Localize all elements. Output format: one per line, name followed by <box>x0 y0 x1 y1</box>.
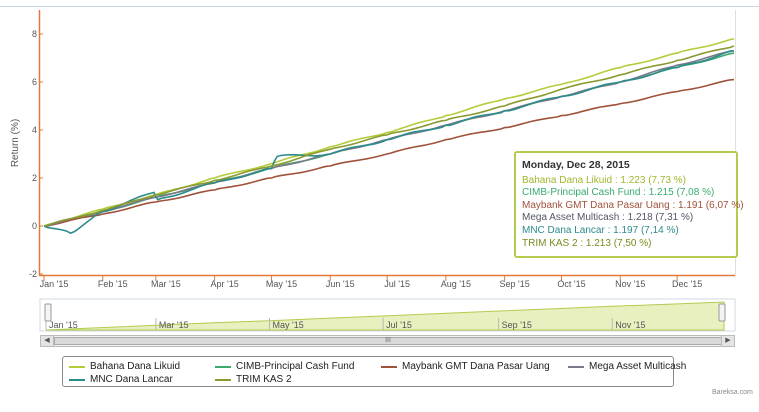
series-line-trim-kas-2[interactable] <box>43 45 735 227</box>
legend-swatch <box>69 365 85 368</box>
x-tick-label: Aug '15 <box>441 279 471 289</box>
legend-label: TRIM KAS 2 <box>236 374 292 385</box>
navigator-tick-label: Jan '15 <box>49 320 78 330</box>
tooltip-row-mega: Mega Asset Multicash : 1.218 (7,31 %) <box>522 212 694 224</box>
legend-label: Maybank GMT Dana Pasar Uang <box>402 361 550 372</box>
x-tick-label: Oct '15 <box>557 279 585 289</box>
navigator-area <box>45 301 725 331</box>
y-tick-label: 4 <box>32 125 37 135</box>
x-tick-label: Sep '15 <box>500 279 530 289</box>
legend-label: Mega Asset Multicash <box>589 361 687 372</box>
legend-item-trim[interactable]: TRIM KAS 2 <box>215 374 292 385</box>
x-tick-label: Mar '15 <box>151 279 181 289</box>
legend-item-cimb[interactable]: CIMB-Principal Cash Fund <box>215 361 354 372</box>
scrollbar[interactable]: ◀ III ▶ <box>40 335 735 347</box>
tooltip-row-maybank: Maybank GMT Dana Pasar Uang : 1.191 (6,0… <box>522 199 744 211</box>
navigator-tick-label: Sep '15 <box>502 320 532 330</box>
legend-swatch <box>215 365 231 368</box>
data-tooltip: Monday, Dec 28, 2015 Bahana Dana Likuid … <box>514 151 744 258</box>
x-tick-label: Nov '15 <box>615 279 645 289</box>
x-tick-label: Apr '15 <box>210 279 238 289</box>
legend-label: CIMB-Principal Cash Fund <box>236 361 355 372</box>
y-tick-label: 6 <box>32 77 37 87</box>
y-axis-ticks: -2 0 2 4 6 8 <box>29 29 43 279</box>
scroll-right-arrow-icon[interactable]: ▶ <box>721 336 734 346</box>
navigator[interactable]: Jan '15 Mar '15 May '15 Jul '15 Sep '15 Nov '… <box>39 298 736 332</box>
y-tick-label: 8 <box>32 29 37 39</box>
legend-item-mega[interactable]: Mega Asset Multicash <box>568 361 686 372</box>
x-tick-label: Feb '15 <box>98 279 128 289</box>
tooltip-date: Monday, Dec 28, 2015 <box>522 159 630 171</box>
navigator-tick-label: Jul '15 <box>386 320 412 330</box>
navigator-tick-label: Nov '15 <box>615 320 645 330</box>
x-tick-label: May '15 <box>266 279 297 289</box>
y-axis-label: Return (%) <box>10 119 21 167</box>
tooltip-row-cimb: CIMB-Principal Cash Fund : 1.215 (7,08 %… <box>522 187 715 199</box>
series-line-mnc-dana-lancar[interactable] <box>43 50 735 235</box>
tooltip-row-bahana: Bahana Dana Likuid : 1.223 (7,73 %) <box>522 174 686 186</box>
legend-swatch <box>568 365 584 368</box>
chart-legend: Bahana Dana Likuid CIMB-Principal Cash F… <box>62 356 686 387</box>
legend-item-maybank[interactable]: Maybank GMT Dana Pasar Uang <box>381 361 550 372</box>
navigator-tick-label: Mar '15 <box>159 320 189 330</box>
legend-label: Bahana Dana Likuid <box>90 361 181 372</box>
series-line-maybank-gmt-dana-pasar-uang[interactable] <box>43 78 735 227</box>
x-tick-label: Dec '15 <box>672 279 702 289</box>
x-axis-ticks: Jan '15 Feb '15 Mar '15 Apr '15 May '15 Jun '… <box>40 275 702 289</box>
legend-item-bahana[interactable]: Bahana Dana Likuid <box>69 361 180 372</box>
series-lines <box>43 38 735 235</box>
legend-swatch <box>381 365 397 368</box>
navigator-left-handle[interactable] <box>44 303 52 322</box>
y-tick-label: -2 <box>29 269 37 279</box>
y-tick-label: 2 <box>32 173 37 183</box>
navigator-right-handle[interactable] <box>718 303 726 322</box>
scroll-left-arrow-icon[interactable]: ◀ <box>41 336 54 346</box>
series-line-bahana-dana-likuid[interactable] <box>43 38 735 227</box>
legend-label: MNC Dana Lancar <box>90 374 173 385</box>
navigator-tick-label: May '15 <box>273 320 304 330</box>
y-tick-label: 0 <box>32 221 37 231</box>
x-tick-label: Jun '15 <box>326 279 355 289</box>
legend-swatch <box>69 378 85 381</box>
tooltip-row-trim: TRIM KAS 2 : 1.213 (7,50 %) <box>522 237 652 249</box>
x-tick-label: Jul '15 <box>384 279 410 289</box>
x-tick-label: Jan '15 <box>40 279 69 289</box>
credit-text: Bareksa.com <box>712 389 753 396</box>
legend-item-mnc[interactable]: MNC Dana Lancar <box>69 374 173 385</box>
tooltip-row-mnc: MNC Dana Lancar : 1.197 (7,14 %) <box>522 224 679 236</box>
legend-swatch <box>215 378 231 381</box>
scrollbar-thumb[interactable]: III <box>54 337 722 345</box>
